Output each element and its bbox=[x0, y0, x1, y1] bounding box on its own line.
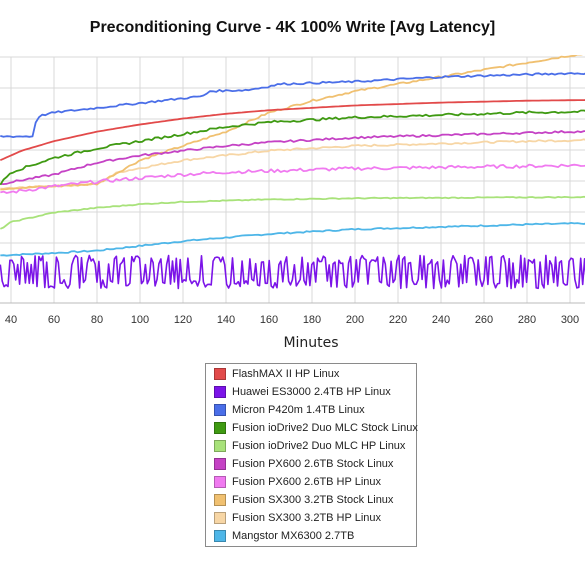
legend-swatch bbox=[214, 404, 226, 416]
legend-label: Huawei ES3000 2.4TB HP Linux bbox=[232, 386, 391, 398]
legend-label: Mangstor MX6300 2.7TB bbox=[232, 530, 355, 542]
x-tick-label: 160 bbox=[260, 314, 278, 326]
x-tick-label: 40 bbox=[5, 314, 17, 326]
series-line-fusion-px600-2-6tb-hp-linux bbox=[0, 163, 585, 194]
legend-item: Mangstor MX6300 2.7TB bbox=[206, 527, 416, 545]
legend-item: Fusion PX600 2.6TB HP Linux bbox=[206, 473, 416, 491]
x-tick-label: 280 bbox=[518, 314, 536, 326]
legend-label: Micron P420m 1.4TB Linux bbox=[232, 404, 365, 416]
series-line-mangstor-mx6300-2-7tb bbox=[0, 221, 585, 257]
x-tick-label: 140 bbox=[217, 314, 235, 326]
x-tick-label: 260 bbox=[475, 314, 493, 326]
series-line-fusion-sx300-3-2tb-stock-linux bbox=[0, 55, 584, 191]
series-line-huawei-es3000-2-4tb-hp-linux bbox=[0, 254, 585, 290]
legend-item: FlashMAX II HP Linux bbox=[206, 365, 416, 383]
legend-label: Fusion PX600 2.6TB Stock Linux bbox=[232, 458, 394, 470]
x-tick-label: 120 bbox=[174, 314, 192, 326]
series-line-fusion-iodrive2-duo-mlc-hp-linux bbox=[0, 195, 585, 230]
legend-label: Fusion PX600 2.6TB HP Linux bbox=[232, 476, 381, 488]
legend-label: Fusion ioDrive2 Duo MLC Stock Linux bbox=[232, 422, 418, 434]
series-lines bbox=[0, 55, 585, 290]
x-tick-label: 240 bbox=[432, 314, 450, 326]
legend-label: Fusion SX300 3.2TB Stock Linux bbox=[232, 494, 394, 506]
legend-item: Huawei ES3000 2.4TB HP Linux bbox=[206, 383, 416, 401]
x-tick-label: 60 bbox=[48, 314, 60, 326]
legend-swatch bbox=[214, 476, 226, 488]
x-tick-label: 80 bbox=[91, 314, 103, 326]
x-tick-label: 300 bbox=[561, 314, 579, 326]
series-line-fusion-iodrive2-duo-mlc-stock-linux bbox=[0, 109, 585, 186]
x-axis-label: Minutes bbox=[283, 335, 338, 351]
legend-label: Fusion ioDrive2 Duo MLC HP Linux bbox=[232, 440, 406, 452]
x-tick-label: 100 bbox=[131, 314, 149, 326]
legend-swatch bbox=[214, 440, 226, 452]
x-tick-label: 200 bbox=[346, 314, 364, 326]
x-tick-label: 180 bbox=[303, 314, 321, 326]
legend-item: Fusion ioDrive2 Duo MLC Stock Linux bbox=[206, 419, 418, 437]
series-line-flashmax-ii-hp-linux bbox=[0, 99, 585, 162]
legend-item: Fusion PX600 2.6TB Stock Linux bbox=[206, 455, 416, 473]
legend-label: Fusion SX300 3.2TB HP Linux bbox=[232, 512, 381, 524]
legend-swatch bbox=[214, 386, 226, 398]
legend-swatch bbox=[214, 512, 226, 524]
legend: FlashMAX II HP Linux Huawei ES3000 2.4TB … bbox=[205, 363, 418, 547]
legend-swatch bbox=[214, 368, 226, 380]
legend-item: Fusion SX300 3.2TB Stock Linux bbox=[206, 491, 416, 509]
legend-swatch bbox=[214, 494, 226, 506]
legend-item: Micron P420m 1.4TB Linux bbox=[206, 401, 416, 419]
series-line-micron-p420m-1-4tb-linux bbox=[0, 72, 585, 139]
legend-swatch bbox=[214, 458, 226, 470]
legend-item: Fusion ioDrive2 Duo MLC HP Linux bbox=[206, 437, 416, 455]
chart-title: Preconditioning Curve - 4K 100% Write [A… bbox=[89, 19, 496, 36]
legend-swatch bbox=[214, 530, 226, 542]
x-tick-label: 220 bbox=[389, 314, 407, 326]
legend-label: FlashMAX II HP Linux bbox=[232, 368, 340, 380]
legend-swatch bbox=[214, 422, 226, 434]
x-tick-labels: 40 60 80 100 120 140 160 180 200 220 240 260 280 300 bbox=[5, 314, 579, 326]
series-line-fusion-px600-2-6tb-stock-linux bbox=[0, 130, 585, 186]
legend-item: Fusion SX300 3.2TB HP Linux bbox=[206, 509, 416, 527]
